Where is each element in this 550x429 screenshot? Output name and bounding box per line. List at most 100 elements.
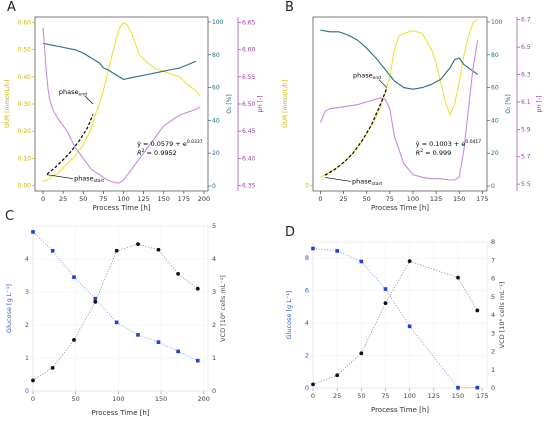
glucose-point (383, 287, 388, 291)
y-tick-label-right2: 6.40 (242, 155, 256, 162)
panel-label: B (285, 0, 294, 15)
y-tick-label-left: 8 (305, 254, 309, 262)
y-tick-label-right2: 6.7 (521, 17, 531, 24)
plot-frame (32, 225, 209, 392)
y-tick-label-left: 2 (25, 321, 29, 329)
x-axis-label: Process Time [h] (371, 406, 429, 414)
x-tick-label: 50 (357, 392, 365, 400)
vcd-point (456, 275, 460, 280)
vcd-point (93, 300, 98, 304)
our-line (42, 21, 201, 183)
fit-equation: ŷ = 0.0579 + e0.0337 (137, 139, 203, 148)
x-tick-label: 100 (117, 195, 129, 203)
y-tick-label-right: 4 (212, 255, 216, 263)
y-axis-label-right: VCD [10⁶ cells mL⁻¹] (219, 275, 227, 342)
y-tick-label-left: 0.20 (18, 128, 32, 135)
y-tick-label-right1: 20 (212, 150, 220, 157)
r-squared-power: 2 (420, 148, 423, 154)
oxygen-line (320, 29, 479, 90)
oxygen-line (42, 42, 197, 80)
y-tick-label-right1: 20 (491, 150, 499, 157)
y-tick-label-right2: 6.60 (242, 47, 256, 54)
x-tick-label: 150 (155, 395, 167, 403)
y-tick-label-left: 4 (305, 319, 309, 327)
x-tick-label: 50 (363, 195, 371, 203)
y-tick-label-left: 6 (305, 287, 309, 295)
x-axis-label: Process Time [h] (371, 204, 429, 212)
vcd-point (156, 247, 161, 252)
y-tick-label-right: 3 (491, 329, 495, 337)
y-tick-label-right2: 6.55 (242, 74, 256, 81)
y-tick-label-left: 1 (25, 354, 29, 362)
x-tick-label: 100 (112, 395, 124, 403)
vcd-point (311, 382, 315, 387)
phase-start-label: phasestart (352, 177, 382, 187)
y-tick-label-right: 0 (212, 387, 216, 395)
vcd-point (114, 248, 119, 253)
plot-frame (312, 16, 488, 192)
y-tick-label-right1: 40 (212, 117, 220, 124)
x-tick-label: 200 (198, 195, 210, 203)
y-tick-label-right: 1 (212, 354, 216, 362)
y-tick-label-right: 5 (491, 293, 495, 301)
x-tick-label: 100 (407, 195, 419, 203)
phase-start-text: phase (74, 175, 94, 183)
y-axis-label-right: VCD [10⁶ cells mL⁻¹] (498, 282, 506, 349)
phase-end-text: phase (353, 72, 373, 80)
phase-end-sub: end (373, 75, 382, 81)
y-tick-label-right1: 60 (491, 85, 499, 92)
y-axis-label-left: OUR [mmol/L/h] (282, 80, 289, 128)
phase-end-label: phaseend (59, 88, 87, 98)
x-tick-label: 125 (428, 392, 440, 400)
y-tick-label-right: 8 (491, 238, 495, 246)
y-tick-label-right2: 6.3 (521, 72, 531, 79)
glucose-point (475, 385, 480, 390)
y-tick-label-right1: 100 (491, 19, 503, 26)
x-tick-label: 25 (339, 195, 347, 203)
y-tick-label-left: 0 (305, 183, 309, 190)
panel-label: C (5, 209, 14, 224)
x-tick-label: 125 (137, 195, 149, 203)
r-squared-value: = 0.999 (423, 149, 451, 157)
exponential-fit-line (324, 87, 388, 176)
x-tick-label: 0 (318, 195, 322, 203)
x-tick-label: 25 (333, 392, 341, 400)
fit-equation-text: ŷ = 0.1003 + e (416, 140, 466, 148)
x-tick-label: 0 (41, 195, 45, 203)
y-tick-label-right2: 6.1 (521, 99, 531, 106)
y-tick-label-right: 0 (491, 384, 495, 392)
fit-r-squared: R2 = 0.999 (416, 148, 452, 157)
plot-frame (34, 16, 209, 192)
vcd-point (50, 366, 55, 370)
glucose-point (156, 340, 161, 344)
vcd-point (383, 301, 388, 306)
panel-C: C 0 50 100 150 200 Process Time [h] 0 1 2 3 4 0 1 2 3 4 5… (5, 209, 227, 417)
vcd-dotted-line (312, 260, 478, 385)
y-tick-label-left: 3 (25, 288, 29, 296)
vcd-dotted-line (32, 243, 199, 381)
x-tick-label: 150 (452, 392, 464, 400)
y-tick-label-right: 3 (212, 288, 216, 296)
x-tick-label: 25 (59, 195, 67, 203)
y-tick-label-right: 4 (491, 311, 495, 319)
x-tick-label: 150 (158, 195, 170, 203)
vcd-point (475, 308, 480, 313)
fit-equation: ŷ = 0.1003 + e0.0417 (416, 139, 482, 148)
y-tick-label-right2: 6.45 (242, 128, 256, 135)
glucose-dotted-line (312, 248, 478, 389)
fit-equation-exponent: 0.0417 (465, 139, 481, 145)
y-tick-label-left: 0.50 (18, 47, 32, 54)
vcd-point (359, 351, 364, 356)
glucose-point (50, 248, 55, 253)
phase-end-arrow (84, 95, 94, 105)
phase-end-label: phaseend (353, 72, 381, 82)
glucose-point (456, 385, 460, 390)
x-axis-label: Process Time [h] (92, 204, 150, 212)
x-tick-label: 175 (178, 195, 190, 203)
y-tick-label-right1: 0 (491, 183, 495, 190)
y-tick-label-right: 6 (491, 275, 495, 283)
exponential-fit-line (46, 114, 94, 175)
x-tick-label: 175 (476, 392, 488, 400)
y-tick-label-right: 5 (212, 222, 216, 230)
